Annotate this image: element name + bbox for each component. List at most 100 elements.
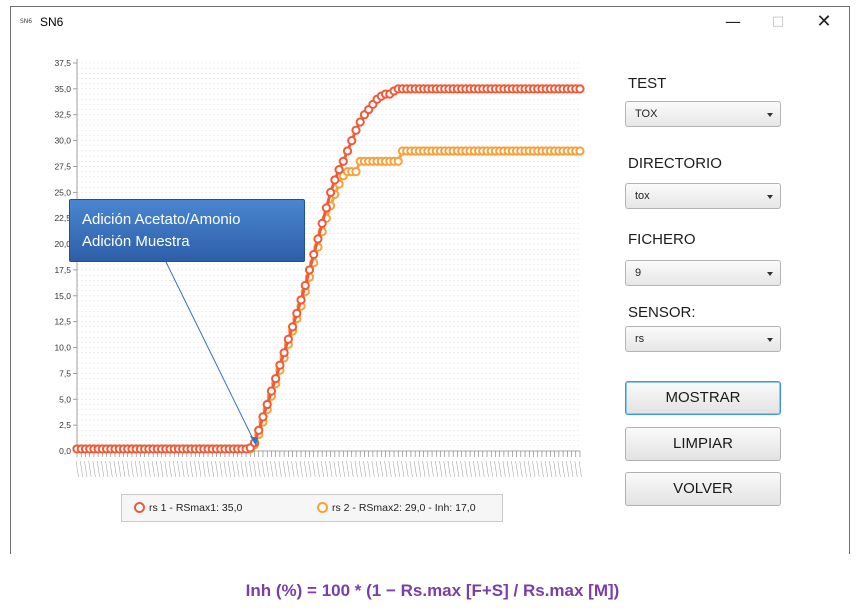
x-tick-label-mark bbox=[312, 460, 316, 478]
x-tick-label-mark bbox=[79, 460, 83, 478]
x-tick-label-mark bbox=[143, 460, 147, 478]
x-tick-label-mark bbox=[435, 460, 439, 478]
close-button[interactable]: ✕ bbox=[816, 11, 832, 32]
annotation-arrow-head bbox=[250, 436, 258, 446]
series-1-point bbox=[317, 218, 327, 228]
x-tick-label-mark bbox=[481, 460, 485, 478]
legend-marker-rs2 bbox=[317, 502, 328, 513]
x-tick-label-mark bbox=[367, 460, 371, 478]
series-1-point bbox=[575, 84, 585, 94]
x-tick-label-mark bbox=[337, 460, 341, 478]
series-1-point bbox=[254, 425, 264, 435]
x-tick-label-mark bbox=[134, 460, 138, 478]
y-tick-label: 7,5 bbox=[59, 368, 71, 378]
x-tick-label-mark bbox=[375, 460, 379, 478]
y-tick-label: 12,5 bbox=[54, 317, 71, 327]
y-tick-label: 25,0 bbox=[54, 187, 71, 197]
volver-button[interactable]: VOLVER bbox=[625, 472, 781, 506]
x-tick-label-mark bbox=[401, 460, 405, 478]
x-tick-label-mark bbox=[227, 460, 231, 478]
x-tick-label-mark bbox=[139, 460, 143, 478]
x-tick-label-mark bbox=[388, 460, 392, 478]
x-tick-label-mark bbox=[316, 460, 320, 478]
fichero-select[interactable]: 9 bbox=[625, 260, 781, 286]
series-2-point bbox=[351, 167, 361, 177]
x-tick-label-mark bbox=[477, 460, 481, 478]
x-tick-label-mark bbox=[257, 460, 261, 478]
x-tick-label-mark bbox=[549, 460, 553, 478]
x-tick-label-mark bbox=[185, 460, 189, 478]
x-tick-label-mark bbox=[278, 460, 282, 478]
series-1-point bbox=[275, 360, 285, 370]
x-tick-label-mark bbox=[320, 460, 324, 478]
x-tick-label-mark bbox=[101, 460, 105, 478]
directorio-select[interactable]: tox bbox=[625, 183, 781, 209]
x-tick-label-mark bbox=[164, 460, 168, 478]
x-tick-label-mark bbox=[557, 460, 561, 478]
sensor-select[interactable]: rs bbox=[625, 326, 781, 352]
series-line-1 bbox=[77, 87, 580, 451]
x-tick-label-mark bbox=[570, 460, 574, 478]
x-tick-label-mark bbox=[249, 460, 253, 478]
x-tick-label-mark bbox=[105, 460, 109, 478]
series-1-point bbox=[338, 156, 348, 166]
limpiar-button[interactable]: LIMPIAR bbox=[625, 427, 781, 461]
y-tick-label: 22,5 bbox=[54, 213, 71, 223]
y-tick-label: 20,0 bbox=[54, 239, 71, 249]
maximize-button[interactable]: □ bbox=[771, 14, 785, 29]
x-tick-label-mark bbox=[156, 460, 160, 478]
x-tick-label-mark bbox=[418, 460, 422, 478]
series-1-point bbox=[342, 146, 353, 156]
x-tick-label-mark bbox=[473, 460, 477, 478]
x-tick-label-mark bbox=[354, 460, 358, 478]
chevron-down-icon bbox=[767, 272, 773, 276]
series-1-point bbox=[326, 187, 336, 197]
chevron-down-icon bbox=[767, 113, 773, 117]
legend-marker-rs1 bbox=[134, 502, 145, 513]
x-tick-label-mark bbox=[528, 460, 532, 478]
series-1-point bbox=[321, 203, 331, 213]
x-tick-label-mark bbox=[498, 460, 502, 478]
x-tick-label-mark bbox=[574, 460, 578, 478]
series-1-point bbox=[351, 125, 361, 135]
legend-label-rs2: rs 2 - RSmax2: 29,0 - Inh: 17,0 bbox=[332, 502, 476, 514]
x-tick-label-mark bbox=[519, 460, 523, 478]
minimize-button[interactable]: — bbox=[725, 12, 741, 31]
x-tick-label-mark bbox=[380, 460, 384, 478]
x-tick-label-mark bbox=[515, 460, 519, 478]
x-tick-label-mark bbox=[494, 460, 498, 478]
x-tick-label-mark bbox=[236, 460, 240, 478]
x-tick-label-mark bbox=[261, 460, 265, 478]
x-tick-label-mark bbox=[506, 460, 510, 478]
y-tick-label: 0,0 bbox=[59, 446, 71, 456]
series-1-point bbox=[309, 249, 319, 260]
x-tick-label-mark bbox=[295, 460, 299, 478]
annotation-callout: Adición Acetato/Amonio Adición Muestra bbox=[69, 199, 305, 262]
mostrar-button[interactable]: MOSTRAR bbox=[625, 381, 781, 415]
annotation-line-2: Adición Muestra bbox=[82, 233, 190, 250]
x-tick-label-mark bbox=[109, 460, 113, 478]
x-tick-label-mark bbox=[430, 460, 434, 478]
x-tick-label-mark bbox=[75, 460, 79, 478]
fichero-select-value: 9 bbox=[635, 267, 642, 279]
x-tick-label-mark bbox=[333, 460, 337, 478]
test-select[interactable]: TOX bbox=[625, 101, 781, 127]
x-tick-label-mark bbox=[265, 460, 269, 478]
x-tick-label-mark bbox=[329, 460, 333, 478]
x-tick-label-mark bbox=[342, 460, 346, 478]
x-tick-label-mark bbox=[168, 460, 172, 478]
x-tick-label-mark bbox=[147, 460, 151, 478]
x-tick-label-mark bbox=[215, 460, 219, 478]
series-1-point bbox=[355, 117, 365, 127]
series-2-point bbox=[575, 146, 585, 156]
x-tick-label-mark bbox=[464, 460, 468, 478]
chart-axes: 37,5 35,0 32,5 30,0 27,5 25,0 22,5 20,0 17,5 15,0… bbox=[54, 58, 582, 478]
x-tick-label-mark bbox=[413, 460, 417, 478]
y-tick-label: 2,5 bbox=[59, 420, 71, 430]
x-tick-label-mark bbox=[304, 460, 307, 478]
y-tick-label: 15,0 bbox=[54, 291, 71, 301]
directorio-label: DIRECTORIO bbox=[628, 155, 722, 172]
x-tick-label-mark bbox=[88, 460, 92, 478]
x-tick-label-mark bbox=[160, 460, 164, 478]
